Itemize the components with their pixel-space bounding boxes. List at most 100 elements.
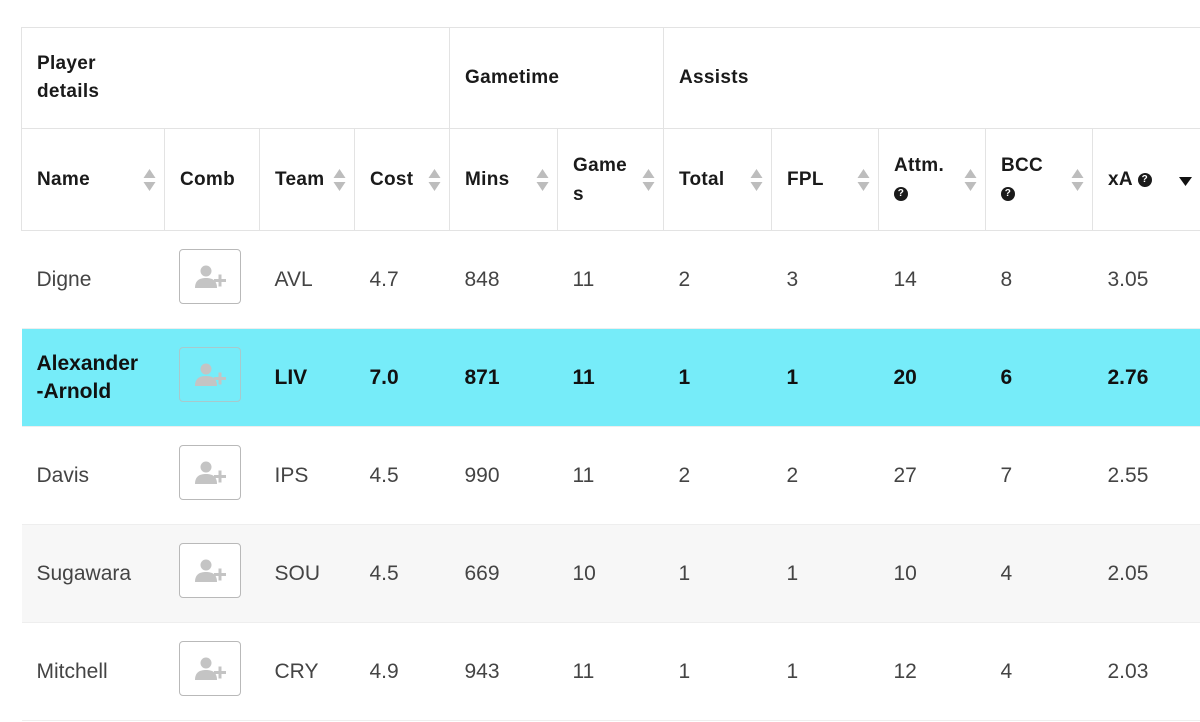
sort-descending-icon[interactable] xyxy=(1179,168,1192,192)
cell-name: Digne xyxy=(21,230,165,329)
group-label: Player details xyxy=(37,53,100,102)
column-label: xA xyxy=(1108,169,1133,190)
cell-total: 1 xyxy=(663,622,772,721)
sort-arrows-icon[interactable] xyxy=(428,168,441,192)
cell-games: 11 xyxy=(557,426,664,525)
cell-name: Alexander -Arnold xyxy=(21,328,165,427)
column-header-attm[interactable]: Attm.? xyxy=(878,128,986,231)
column-header-mins[interactable]: Mins xyxy=(449,128,558,231)
player-name: Davis xyxy=(36,463,90,487)
player-stats-table: Player details Gametime Assists Name Com… xyxy=(21,27,1200,721)
add-user-icon xyxy=(194,363,226,386)
question-circle-icon[interactable]: ? xyxy=(1001,187,1015,202)
cell-cost: 4.7 xyxy=(354,230,450,329)
column-header-cost[interactable]: Cost xyxy=(354,128,450,231)
player-name: Sugawara xyxy=(36,561,132,585)
cell-fpl: 2 xyxy=(771,426,879,525)
table-row[interactable]: Mitchell CRY 4.9 943 11 1 1 12 4 2.03 xyxy=(21,622,1200,721)
column-header-name[interactable]: Name xyxy=(21,128,165,231)
add-to-comparison-button[interactable] xyxy=(178,347,241,402)
column-label: Total xyxy=(679,169,725,190)
column-label: Games xyxy=(573,154,628,205)
column-header-games[interactable]: Games xyxy=(557,128,664,231)
cell-total: 1 xyxy=(663,524,772,623)
column-label: FPL xyxy=(787,169,824,190)
column-header-xa[interactable]: xA ? xyxy=(1092,128,1200,231)
sort-arrows-icon[interactable] xyxy=(642,168,655,192)
cell-xa: 2.76 xyxy=(1092,328,1200,427)
column-label: Comb xyxy=(180,169,236,190)
cell-name: Davis xyxy=(21,426,165,525)
cell-team: SOU xyxy=(259,524,355,623)
cell-attm: 20 xyxy=(878,328,986,427)
cell-xa: 3.05 xyxy=(1092,230,1200,329)
cell-xa: 2.03 xyxy=(1092,622,1200,721)
column-header-fpl[interactable]: FPL xyxy=(771,128,879,231)
group-label: Assists xyxy=(679,67,749,88)
add-to-comparison-button[interactable] xyxy=(178,445,241,500)
cell-fpl: 1 xyxy=(771,328,879,427)
column-header-total[interactable]: Total xyxy=(663,128,772,231)
question-circle-icon[interactable]: ? xyxy=(894,187,908,202)
cell-mins: 848 xyxy=(449,230,558,329)
cell-team: LIV xyxy=(259,328,355,427)
table-row[interactable]: Davis IPS 4.5 990 11 2 2 27 7 2.55 xyxy=(21,426,1200,525)
column-label: Mins xyxy=(465,169,510,190)
column-label: Cost xyxy=(370,169,414,190)
cell-comb xyxy=(164,524,260,623)
cell-comb xyxy=(164,622,260,721)
cell-team: CRY xyxy=(259,622,355,721)
cell-fpl: 1 xyxy=(771,622,879,721)
sort-arrows-icon[interactable] xyxy=(964,168,977,192)
cell-attm: 27 xyxy=(878,426,986,525)
cell-attm: 14 xyxy=(878,230,986,329)
group-header-player-details: Player details xyxy=(21,27,450,129)
column-label: Attm. xyxy=(894,154,945,176)
cell-cost: 4.5 xyxy=(354,426,450,525)
column-header-comb: Comb xyxy=(164,128,260,231)
cell-cost: 4.5 xyxy=(354,524,450,623)
cell-bcc: 7 xyxy=(985,426,1093,525)
cell-bcc: 6 xyxy=(985,328,1093,427)
group-label: Gametime xyxy=(465,67,560,88)
question-circle-icon[interactable]: ? xyxy=(1137,172,1152,187)
cell-cost: 7.0 xyxy=(354,328,450,427)
cell-mins: 669 xyxy=(449,524,558,623)
cell-xa: 2.05 xyxy=(1092,524,1200,623)
column-label: Team xyxy=(275,169,325,190)
sort-arrows-icon[interactable] xyxy=(536,168,549,192)
player-name: Digne xyxy=(36,267,92,291)
table-row[interactable]: Sugawara SOU 4.5 669 10 1 1 10 4 2.05 xyxy=(21,524,1200,623)
sort-arrows-icon[interactable] xyxy=(143,168,156,192)
sort-arrows-icon[interactable] xyxy=(857,168,870,192)
column-header-bcc[interactable]: BCC? xyxy=(985,128,1093,231)
cell-bcc: 8 xyxy=(985,230,1093,329)
cell-name: Mitchell xyxy=(21,622,165,721)
add-to-comparison-button[interactable] xyxy=(178,543,241,598)
cell-total: 1 xyxy=(663,328,772,427)
cell-bcc: 4 xyxy=(985,622,1093,721)
sort-arrows-icon[interactable] xyxy=(333,168,346,192)
add-to-comparison-button[interactable] xyxy=(178,641,241,696)
cell-comb xyxy=(164,426,260,525)
cell-comb xyxy=(164,230,260,329)
add-user-icon xyxy=(194,657,226,680)
add-to-comparison-button[interactable] xyxy=(178,249,241,304)
column-header-row: Name Comb Team Cost Mins Games Total FPL… xyxy=(21,128,1200,231)
table-row[interactable]: Alexander -Arnold LIV 7.0 871 11 1 1 20 6 2.76 xyxy=(21,328,1200,427)
cell-team: IPS xyxy=(259,426,355,525)
column-header-team[interactable]: Team xyxy=(259,128,355,231)
add-user-icon xyxy=(194,265,226,288)
table-row[interactable]: Digne AVL 4.7 848 11 2 3 14 8 3.05 xyxy=(21,230,1200,329)
cell-cost: 4.9 xyxy=(354,622,450,721)
player-name: Mitchell xyxy=(36,659,108,683)
add-user-icon xyxy=(194,559,226,582)
cell-mins: 943 xyxy=(449,622,558,721)
cell-total: 2 xyxy=(663,426,772,525)
group-header-assists: Assists xyxy=(663,27,1200,129)
cell-games: 11 xyxy=(557,622,664,721)
cell-mins: 871 xyxy=(449,328,558,427)
sort-arrows-icon[interactable] xyxy=(1071,168,1084,192)
sort-arrows-icon[interactable] xyxy=(750,168,763,192)
add-user-icon xyxy=(194,461,226,484)
